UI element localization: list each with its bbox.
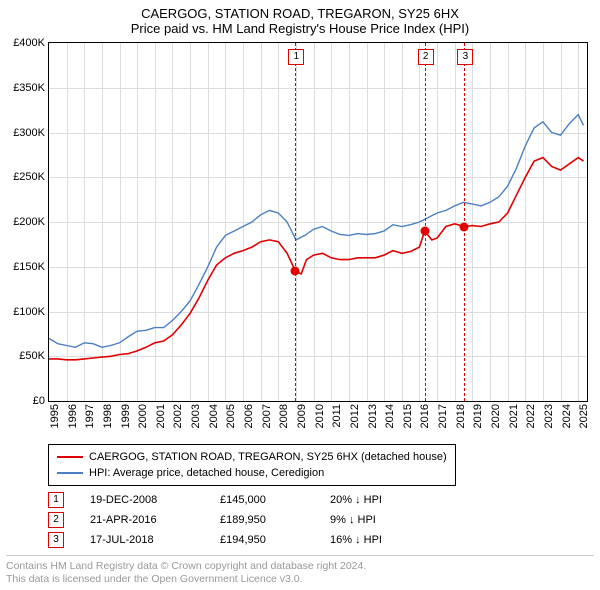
- sales-table: 1 19-DEC-2008 £145,000 20% ↓ HPI 2 21-AP…: [48, 490, 440, 550]
- sales-row: 3 17-JUL-2018 £194,950 16% ↓ HPI: [48, 530, 440, 550]
- x-tick-label: 2009: [296, 404, 308, 438]
- x-tick-label: 2007: [261, 404, 273, 438]
- sale-marker-box: 3: [48, 532, 64, 548]
- sales-row: 2 21-APR-2016 £189,950 9% ↓ HPI: [48, 510, 440, 530]
- x-tick-label: 2017: [437, 404, 449, 438]
- x-tick-label: 1999: [120, 404, 132, 438]
- chart-svg: [49, 43, 587, 401]
- chart-title-sub: Price paid vs. HM Land Registry's House …: [0, 21, 600, 40]
- sale-date: 21-APR-2016: [90, 514, 220, 526]
- x-tick-label: 2010: [314, 404, 326, 438]
- x-tick-label: 2012: [349, 404, 361, 438]
- attribution-line: This data is licensed under the Open Gov…: [6, 573, 594, 586]
- x-tick-label: 2019: [472, 404, 484, 438]
- y-tick-label: £100K: [1, 306, 45, 318]
- sale-delta: 9% ↓ HPI: [330, 514, 440, 526]
- x-tick-label: 2011: [331, 404, 343, 438]
- attribution-line: Contains HM Land Registry data © Crown c…: [6, 560, 594, 573]
- y-tick-label: £0: [1, 395, 45, 407]
- sale-price: £189,950: [220, 514, 330, 526]
- x-tick-label: 2020: [490, 404, 502, 438]
- x-tick-label: 2002: [172, 404, 184, 438]
- y-tick-label: £300K: [1, 127, 45, 139]
- x-tick-label: 2014: [384, 404, 396, 438]
- sale-marker-label: 2: [418, 49, 434, 65]
- sales-row: 1 19-DEC-2008 £145,000 20% ↓ HPI: [48, 490, 440, 510]
- x-tick-label: 2015: [402, 404, 414, 438]
- sale-date: 17-JUL-2018: [90, 534, 220, 546]
- y-tick-label: £400K: [1, 37, 45, 49]
- x-tick-label: 2003: [190, 404, 202, 438]
- x-tick-label: 2001: [155, 404, 167, 438]
- x-tick-label: 2024: [561, 404, 573, 438]
- sale-delta: 16% ↓ HPI: [330, 534, 440, 546]
- x-tick-label: 2025: [578, 404, 590, 438]
- attribution: Contains HM Land Registry data © Crown c…: [6, 555, 594, 586]
- sale-price: £194,950: [220, 534, 330, 546]
- x-tick-label: 2023: [543, 404, 555, 438]
- y-tick-label: £250K: [1, 171, 45, 183]
- sale-vline: [425, 43, 426, 401]
- sale-dot: [291, 267, 300, 276]
- x-tick-label: 2000: [137, 404, 149, 438]
- x-tick-label: 2021: [508, 404, 520, 438]
- sale-delta: 20% ↓ HPI: [330, 494, 440, 506]
- legend: CAERGOG, STATION ROAD, TREGARON, SY25 6H…: [48, 444, 456, 486]
- sale-marker-label: 3: [457, 49, 473, 65]
- x-tick-label: 2004: [208, 404, 220, 438]
- y-tick-label: £350K: [1, 82, 45, 94]
- x-tick-label: 2006: [243, 404, 255, 438]
- chart-title-address: CAERGOG, STATION ROAD, TREGARON, SY25 6H…: [0, 0, 600, 21]
- x-tick-label: 2016: [419, 404, 431, 438]
- legend-label-red: CAERGOG, STATION ROAD, TREGARON, SY25 6H…: [89, 449, 447, 465]
- legend-swatch-red: [57, 456, 83, 458]
- sale-dot: [420, 226, 429, 235]
- sale-marker-box: 2: [48, 512, 64, 528]
- x-tick-label: 2022: [525, 404, 537, 438]
- sale-marker-label: 1: [288, 49, 304, 65]
- x-tick-label: 1995: [49, 404, 61, 438]
- x-tick-label: 1996: [67, 404, 79, 438]
- sale-marker-box: 1: [48, 492, 64, 508]
- x-tick-label: 1997: [84, 404, 96, 438]
- sale-vline: [295, 43, 296, 401]
- plot-area: 1 2 3: [48, 42, 588, 402]
- sale-dot: [460, 222, 469, 231]
- sale-date: 19-DEC-2008: [90, 494, 220, 506]
- sale-price: £145,000: [220, 494, 330, 506]
- y-tick-label: £200K: [1, 216, 45, 228]
- y-tick-label: £50K: [1, 350, 45, 362]
- x-tick-label: 2013: [367, 404, 379, 438]
- x-tick-label: 2008: [278, 404, 290, 438]
- x-tick-label: 2018: [455, 404, 467, 438]
- legend-swatch-blue: [57, 472, 83, 474]
- x-tick-label: 2005: [225, 404, 237, 438]
- series-line: [49, 158, 584, 360]
- x-tick-label: 1998: [102, 404, 114, 438]
- legend-label-blue: HPI: Average price, detached house, Cere…: [89, 465, 324, 481]
- series-line: [49, 115, 584, 348]
- y-tick-label: £150K: [1, 261, 45, 273]
